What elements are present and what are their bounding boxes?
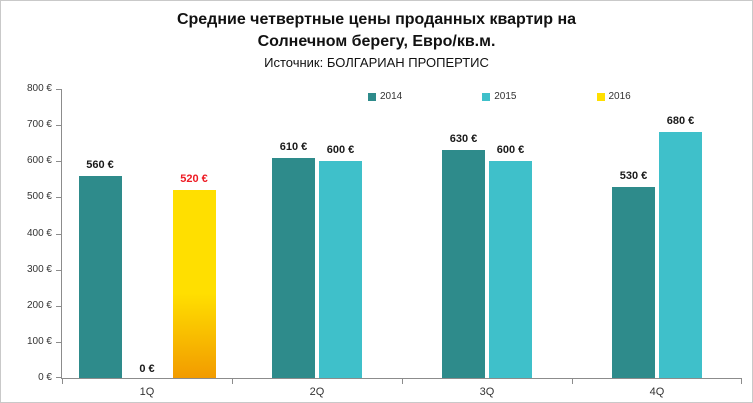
x-axis-label-2Q: 2Q bbox=[309, 386, 325, 398]
bar-2014-3Q bbox=[442, 150, 485, 378]
legend-label-2016: 2016 bbox=[608, 91, 631, 102]
chart-subtitle: Источник: БОЛГАРИАН ПРОПЕРТИС bbox=[264, 55, 489, 70]
bar-value-label-2015-2Q: 600 € bbox=[326, 144, 355, 157]
legend-item-2014: 2014 bbox=[368, 91, 402, 102]
y-axis-tick bbox=[56, 269, 62, 271]
y-axis-tick-label: 200 € bbox=[26, 299, 52, 311]
plot-area: 2014 2015 2016 0 € 100 € 200 € 300 € 400 € 500 … bbox=[27, 83, 742, 398]
bar-value-label-2014-2Q: 610 € bbox=[279, 140, 308, 153]
y-axis-tick-label: 300 € bbox=[26, 263, 52, 275]
legend: 2014 2015 2016 bbox=[368, 91, 631, 102]
y-axis-tick-label: 800 € bbox=[26, 83, 52, 94]
bar-2015-4Q bbox=[659, 132, 702, 378]
y-axis-tick bbox=[56, 233, 62, 235]
y-axis-tick-label: 700 € bbox=[26, 119, 52, 131]
y-axis-tick-label: 500 € bbox=[26, 191, 52, 203]
bar-2014-4Q bbox=[612, 186, 655, 378]
y-axis-tick bbox=[56, 197, 62, 199]
y-axis-tick-label: 600 € bbox=[26, 155, 52, 167]
legend-swatch-2016 bbox=[596, 92, 605, 101]
bar-2016-1Q bbox=[172, 190, 216, 378]
legend-swatch-2015 bbox=[482, 92, 491, 101]
x-axis-label-4Q: 4Q bbox=[649, 386, 665, 398]
x-axis-tick bbox=[232, 378, 233, 384]
legend-label-2015: 2015 bbox=[494, 91, 517, 102]
bar-2014-1Q bbox=[78, 175, 122, 378]
legend-item-2016: 2016 bbox=[596, 91, 631, 102]
y-axis-tick bbox=[56, 89, 62, 90]
bar-value-label-2014-4Q: 530 € bbox=[619, 169, 648, 182]
y-axis-tick bbox=[56, 161, 62, 163]
bar-value-label-2014-3Q: 630 € bbox=[449, 133, 478, 146]
x-axis-tick bbox=[402, 378, 403, 384]
x-axis-tick bbox=[741, 378, 742, 384]
bar-2015-3Q bbox=[489, 161, 532, 378]
bar-value-label-2015-4Q: 680 € bbox=[666, 115, 695, 128]
legend-label-2014: 2014 bbox=[380, 91, 403, 102]
x-axis-tick bbox=[572, 378, 573, 384]
chart-title-line1: Средние четвертные цены проданных кварти… bbox=[176, 11, 577, 28]
bar-value-label-2014-1Q: 560 € bbox=[86, 158, 114, 171]
y-axis-tick-label: 0 € bbox=[38, 372, 52, 383]
x-axis-tick bbox=[62, 378, 63, 384]
y-axis-tick-label: 100 € bbox=[26, 335, 52, 347]
bar-2015-2Q bbox=[319, 161, 362, 378]
legend-item-2015: 2015 bbox=[482, 91, 517, 102]
y-axis-tick bbox=[56, 377, 62, 378]
x-axis-label-3Q: 3Q bbox=[479, 386, 495, 398]
bar-value-label-2015-3Q: 600 € bbox=[496, 144, 525, 157]
chart-title-line2: Солнечном берегу, Евро/кв.м. bbox=[257, 33, 496, 50]
y-axis-tick bbox=[56, 125, 62, 127]
bar-value-label-2015-1Q: 0 € bbox=[139, 363, 155, 375]
y-axis-tick bbox=[56, 305, 62, 307]
chart-title: Средние четвертные цены проданных кварти… bbox=[1, 1, 752, 53]
bar-2014-2Q bbox=[272, 157, 315, 378]
legend-swatch-2014 bbox=[368, 92, 376, 101]
y-axis-tick bbox=[56, 341, 62, 343]
bar-value-label-2016-1Q: 520 € bbox=[180, 173, 208, 186]
y-axis-tick-label: 400 € bbox=[26, 227, 52, 239]
x-axis-label-1Q: 1Q bbox=[139, 386, 155, 398]
